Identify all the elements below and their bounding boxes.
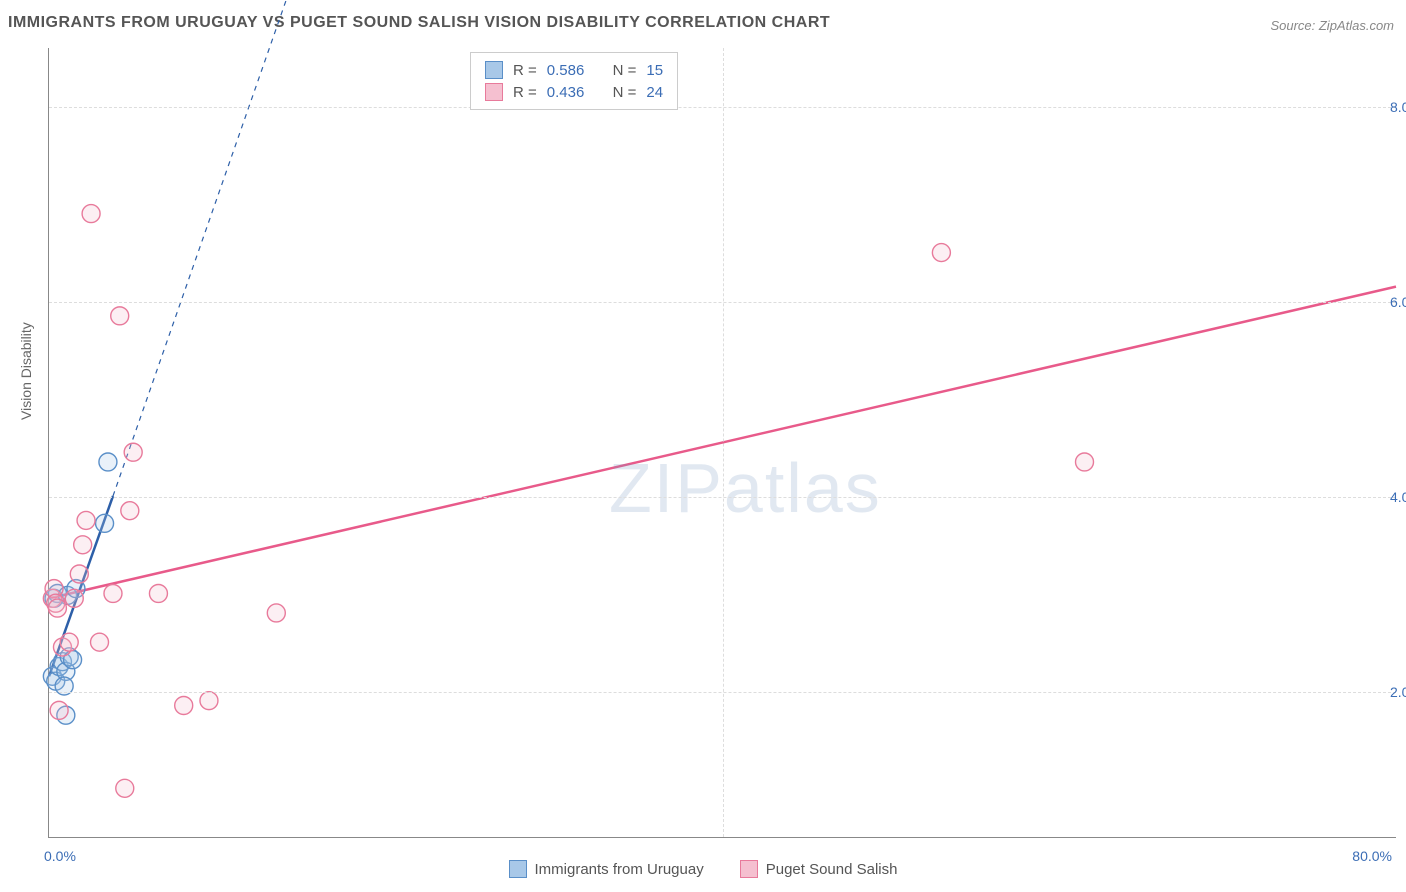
stat-r-label: R = bbox=[513, 62, 537, 79]
data-point bbox=[60, 633, 78, 651]
x-tick-label: 0.0% bbox=[44, 848, 76, 864]
data-point bbox=[91, 633, 109, 651]
data-point bbox=[96, 514, 114, 532]
data-point bbox=[48, 599, 66, 617]
stat-n-label: N = bbox=[613, 84, 637, 101]
data-point bbox=[50, 701, 68, 719]
legend-swatch bbox=[485, 83, 503, 101]
data-point bbox=[200, 692, 218, 710]
trend-line-ext bbox=[113, 0, 453, 496]
data-point bbox=[116, 779, 134, 797]
legend-swatch bbox=[485, 61, 503, 79]
data-point bbox=[111, 307, 129, 325]
stat-n-value: 24 bbox=[646, 84, 663, 101]
stat-r-value: 0.586 bbox=[547, 62, 585, 79]
data-point bbox=[121, 502, 139, 520]
data-point bbox=[124, 443, 142, 461]
stat-r-label: R = bbox=[513, 84, 537, 101]
x-tick-label: 80.0% bbox=[1352, 848, 1392, 864]
legend-series-item: Immigrants from Uruguay bbox=[509, 860, 704, 878]
data-point bbox=[932, 244, 950, 262]
legend-series: Immigrants from Uruguay Puget Sound Salis… bbox=[0, 860, 1406, 882]
legend-series-item: Puget Sound Salish bbox=[740, 860, 898, 878]
chart-container: IMMIGRANTS FROM URUGUAY VS PUGET SOUND S… bbox=[0, 0, 1406, 892]
data-point bbox=[104, 584, 122, 602]
data-point bbox=[65, 589, 83, 607]
stat-r-value: 0.436 bbox=[547, 84, 585, 101]
data-point bbox=[175, 697, 193, 715]
legend-swatch bbox=[509, 860, 527, 878]
data-point bbox=[70, 565, 88, 583]
y-axis-label: Vision Disability bbox=[18, 322, 34, 420]
source-attribution: Source: ZipAtlas.com bbox=[1270, 18, 1394, 33]
data-point bbox=[149, 584, 167, 602]
y-tick-label: 6.0% bbox=[1388, 294, 1406, 310]
legend-swatch bbox=[740, 860, 758, 878]
data-point bbox=[77, 511, 95, 529]
data-point bbox=[82, 205, 100, 223]
legend-stats: R = 0.586 N = 15 R = 0.436 N = 24 bbox=[470, 52, 678, 110]
legend-stat-row: R = 0.586 N = 15 bbox=[485, 59, 663, 81]
legend-series-label: Immigrants from Uruguay bbox=[535, 861, 704, 878]
data-point bbox=[99, 453, 117, 471]
y-tick-label: 4.0% bbox=[1388, 489, 1406, 505]
chart-title: IMMIGRANTS FROM URUGUAY VS PUGET SOUND S… bbox=[8, 14, 830, 32]
legend-series-label: Puget Sound Salish bbox=[766, 861, 898, 878]
y-tick-label: 2.0% bbox=[1388, 684, 1406, 700]
stat-n-value: 15 bbox=[646, 62, 663, 79]
data-point bbox=[1076, 453, 1094, 471]
y-tick-label: 8.0% bbox=[1388, 99, 1406, 115]
data-point bbox=[267, 604, 285, 622]
plot-area: ZIPatlas 2.0%4.0%6.0%8.0% bbox=[48, 48, 1396, 838]
gridline-v bbox=[723, 48, 724, 837]
data-point bbox=[74, 536, 92, 554]
stat-n-label: N = bbox=[613, 62, 637, 79]
legend-stat-row: R = 0.436 N = 24 bbox=[485, 81, 663, 103]
